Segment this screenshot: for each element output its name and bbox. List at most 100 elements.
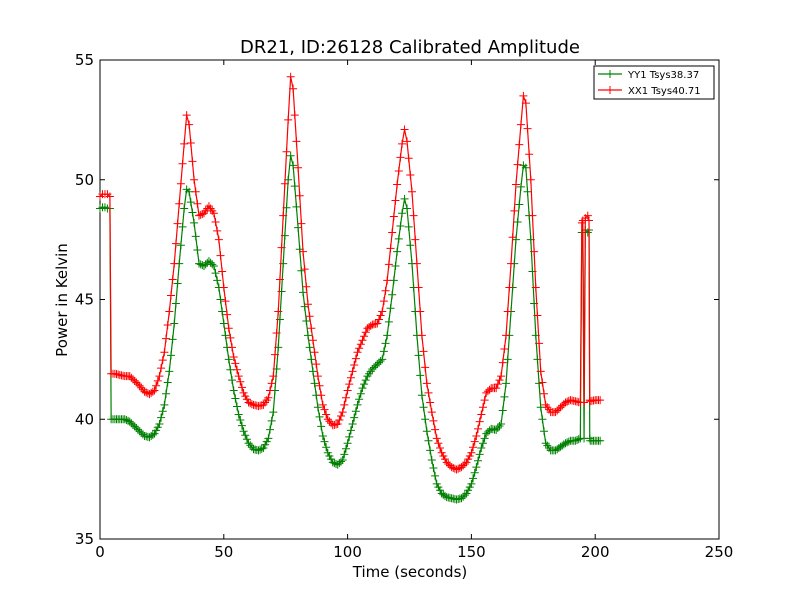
data-point-marker [482, 429, 491, 438]
data-point-marker [182, 111, 191, 120]
data-point-marker [305, 343, 314, 352]
data-point-marker [335, 459, 344, 468]
data-point-marker [503, 307, 512, 316]
data-point-marker [315, 412, 324, 421]
data-point-marker [511, 180, 520, 189]
data-point-marker [256, 445, 265, 454]
data-point-marker [208, 260, 217, 269]
data-point-marker [398, 139, 407, 148]
data-point-marker [427, 455, 436, 464]
data-point-marker [475, 417, 484, 426]
data-point-marker [505, 283, 514, 292]
data-point-marker [264, 434, 273, 443]
data-point-marker [538, 415, 547, 424]
data-point-marker [178, 159, 187, 168]
data-point-marker [269, 372, 278, 381]
data-point-marker [523, 124, 532, 133]
data-point-marker [289, 84, 298, 93]
data-point-marker [411, 235, 420, 244]
data-point-marker [239, 427, 248, 436]
data-point-marker [421, 415, 430, 424]
data-point-marker [120, 415, 129, 424]
data-point-marker [338, 455, 347, 464]
data-point-marker [228, 376, 237, 385]
data-point-marker [286, 151, 295, 160]
data-point-marker [464, 486, 473, 495]
data-point-marker [323, 448, 332, 457]
data-point-marker [322, 443, 331, 452]
data-point-marker [198, 261, 207, 270]
data-point-marker [138, 430, 147, 439]
data-point-marker [307, 324, 316, 333]
data-point-marker [211, 218, 220, 227]
data-point-marker [396, 153, 405, 162]
data-point-marker [526, 175, 535, 184]
data-point-marker [500, 392, 509, 401]
data-point-marker [447, 463, 456, 472]
data-point-marker [381, 286, 390, 295]
data-point-marker [403, 137, 412, 146]
data-point-marker [400, 125, 409, 134]
data-point-marker [264, 393, 273, 402]
data-point-marker [432, 434, 441, 443]
data-point-marker [378, 355, 387, 364]
data-point-marker [580, 398, 589, 407]
data-point-marker [483, 428, 492, 437]
data-point-marker [538, 378, 547, 387]
data-point-marker [426, 398, 435, 407]
data-point-marker [132, 424, 141, 433]
data-point-marker [257, 444, 266, 453]
data-point-marker [528, 211, 537, 220]
data-point-marker [226, 333, 235, 342]
data-point-marker [419, 403, 428, 412]
legend: YY1 Tsys38.37 XX1 Tsys40.71 [593, 65, 715, 100]
data-point-marker [322, 410, 331, 419]
data-point-marker [462, 489, 471, 498]
data-point-marker [371, 361, 380, 370]
data-point-marker [300, 265, 309, 274]
data-point-marker [236, 416, 245, 425]
data-point-marker [573, 436, 582, 445]
data-point-marker [384, 260, 393, 269]
data-point-marker [261, 440, 270, 449]
data-point-marker [153, 376, 162, 385]
data-point-marker [148, 430, 157, 439]
data-point-marker [307, 355, 316, 364]
data-point-marker [246, 441, 255, 450]
data-point-marker [424, 436, 433, 445]
data-point-marker [477, 410, 486, 419]
data-point-marker [533, 311, 542, 320]
data-point-marker [168, 275, 177, 284]
data-point-marker [308, 336, 317, 345]
data-point-marker [313, 403, 322, 412]
data-point-marker [436, 486, 445, 495]
data-point-marker [419, 347, 428, 356]
data-point-marker [290, 182, 299, 191]
data-point-marker [558, 401, 567, 410]
data-point-marker [163, 321, 172, 330]
data-point-marker [224, 324, 233, 333]
data-point-marker [388, 290, 397, 299]
data-point-marker [195, 259, 204, 268]
data-point-marker [358, 384, 367, 393]
data-point-marker [467, 479, 476, 488]
data-point-marker [171, 299, 180, 308]
data-point-marker [341, 444, 350, 453]
data-point-marker [299, 247, 308, 256]
data-point-marker [129, 420, 138, 429]
data-point-marker [127, 419, 136, 428]
data-point-marker [297, 266, 306, 275]
data-point-marker [407, 187, 416, 196]
data-point-marker [464, 455, 473, 464]
data-point-marker [292, 137, 301, 146]
data-point-marker [299, 288, 308, 297]
data-point-marker [480, 434, 489, 443]
x-tick-label: 150 [457, 543, 486, 561]
data-point-marker [414, 351, 423, 360]
chart-title: DR21, ID:26128 Calibrated Amplitude [240, 37, 580, 58]
data-point-marker [480, 396, 489, 405]
data-point-marker [493, 424, 502, 433]
data-point-marker [436, 443, 445, 452]
data-point-marker [171, 239, 180, 248]
x-tick-label: 200 [581, 543, 610, 561]
